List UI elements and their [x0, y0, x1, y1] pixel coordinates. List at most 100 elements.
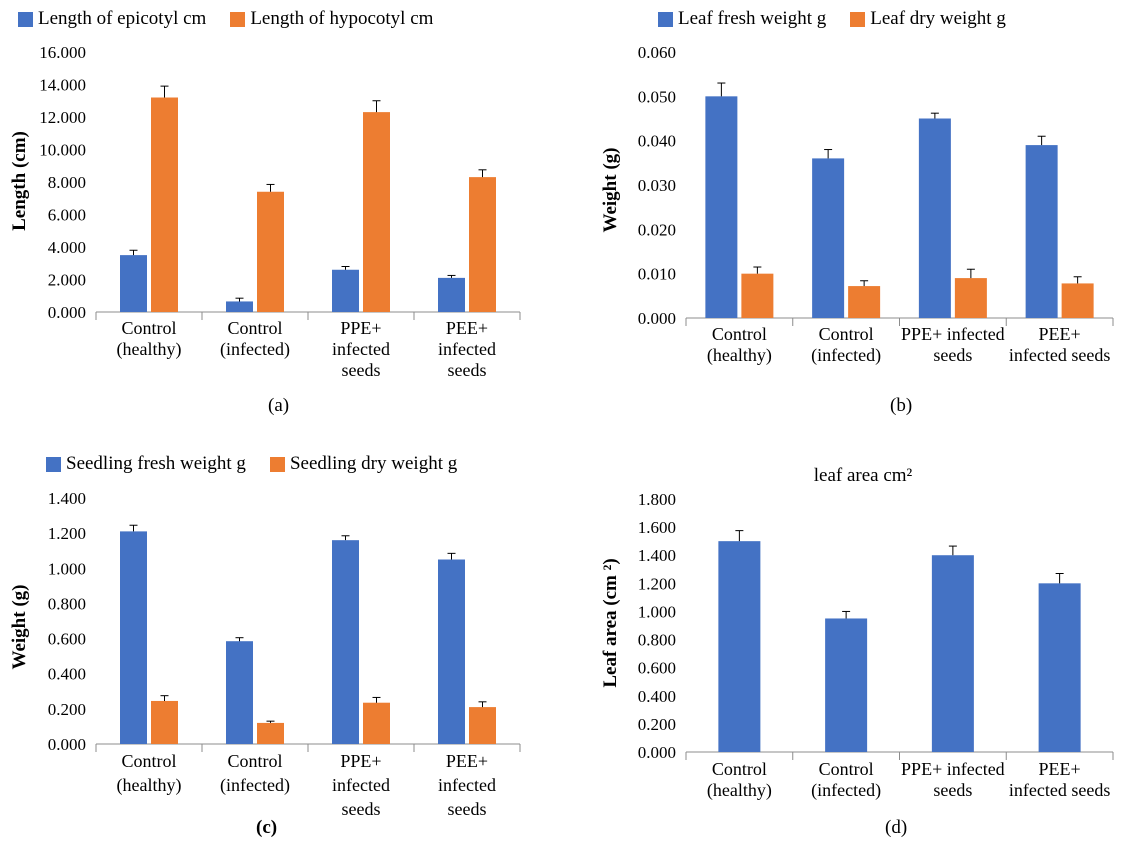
- chart-legend: Length of epicotyl cm Length of hypocoty…: [18, 8, 457, 30]
- legend-swatch: [18, 11, 33, 27]
- panel-label: (a): [268, 395, 290, 416]
- bar: [918, 118, 951, 318]
- bar: [1061, 283, 1094, 318]
- panel-label: (c): [256, 817, 278, 838]
- y-tick-label: 0.000: [638, 309, 676, 328]
- bar: [226, 641, 253, 744]
- bar: [825, 618, 868, 752]
- legend-swatch: [658, 11, 673, 27]
- y-tick-label: 1.200: [638, 574, 676, 593]
- chart-title: leaf area cm²: [813, 465, 913, 486]
- x-category-label: PEE+: [446, 318, 488, 338]
- y-tick-label: 8.000: [48, 173, 86, 192]
- y-tick-label: 0.030: [638, 176, 676, 195]
- legend-label: Seedling fresh weight g: [66, 453, 246, 474]
- bar-chart-svg: 0.000 2.000 4.000 6.000 8.000 10.000 12.000 14.…: [39, 43, 521, 380]
- legend-label: Length of hypocotyl cm: [250, 8, 434, 29]
- bar: [363, 112, 390, 312]
- bar: [741, 273, 774, 318]
- x-category-label: PPE+: [340, 751, 381, 771]
- legend-item: Length of epicotyl cm: [18, 8, 206, 30]
- error-bar: [948, 545, 957, 556]
- y-tick-label: 1.600: [638, 518, 676, 537]
- y-tick-label: 2.000: [48, 271, 86, 290]
- bar: [257, 722, 284, 744]
- error-bar: [129, 249, 138, 256]
- y-tick-label: 0.600: [48, 630, 86, 649]
- y-tick-label: 0.800: [48, 594, 86, 613]
- x-category-label: Control: [819, 759, 874, 779]
- x-category-label: Control: [121, 318, 176, 338]
- bar: [120, 255, 147, 312]
- y-tick-label: 12.000: [39, 108, 86, 127]
- bar: [705, 96, 738, 318]
- legend-swatch: [46, 456, 61, 472]
- legend-swatch: [230, 11, 246, 27]
- y-tick-label: 0.040: [638, 132, 676, 151]
- x-category-label: seeds: [342, 360, 381, 380]
- bar: [226, 301, 253, 312]
- x-category-label: infected seeds: [1009, 780, 1110, 800]
- error-bar: [753, 266, 762, 274]
- error-bar: [478, 169, 487, 178]
- error-bar: [842, 610, 851, 619]
- x-category-label: (healthy): [707, 345, 772, 366]
- x-category-label: PPE+ infected: [901, 324, 1005, 344]
- error-bar: [372, 100, 381, 113]
- error-bar: [966, 268, 975, 279]
- panel-label: (b): [890, 395, 913, 416]
- x-category-label: (healthy): [117, 775, 182, 796]
- x-category-label: PPE+ infected: [901, 759, 1005, 779]
- error-bar: [266, 183, 275, 192]
- legend-label: Seedling dry weight g: [289, 453, 458, 474]
- error-bar: [160, 85, 169, 98]
- x-category-label: infected: [332, 339, 390, 359]
- x-category-label: seeds: [448, 360, 487, 380]
- y-tick-label: 0.000: [48, 735, 86, 754]
- y-tick-label: 16.000: [39, 43, 86, 62]
- error-bar: [860, 280, 869, 287]
- y-tick-label: 1.200: [48, 524, 86, 543]
- error-bar: [235, 637, 244, 642]
- y-tick-label: 10.000: [39, 141, 86, 160]
- legend-item: Length of hypocotyl cm: [230, 8, 433, 30]
- y-tick-label: 1.000: [48, 559, 86, 578]
- x-category-label: Control: [712, 324, 767, 344]
- x-category-label: (healthy): [117, 339, 182, 360]
- error-bar: [372, 696, 381, 703]
- chart-panel-a: Length of epicotyl cm Length of hypocoty…: [0, 0, 560, 420]
- x-category-label: infected seeds: [1009, 345, 1110, 365]
- y-tick-label: 0.800: [638, 631, 676, 650]
- error-bar: [824, 149, 833, 159]
- error-bar: [717, 82, 726, 97]
- error-bar: [341, 535, 350, 541]
- y-tick-label: 0.200: [48, 700, 86, 719]
- x-category-label: (infected): [220, 775, 290, 796]
- bar-chart-svg: 0.000 0.200 0.400 0.600 0.800 1.000 1.200 1.400…: [638, 490, 1114, 801]
- x-category-label: PPE+: [340, 318, 381, 338]
- x-category-label: Control: [121, 751, 176, 771]
- y-tick-label: 1.400: [48, 489, 86, 508]
- y-tick-label: 0.000: [48, 303, 86, 322]
- legend-swatch: [850, 11, 866, 27]
- y-tick-label: 4.000: [48, 238, 86, 257]
- y-tick-label: 1.400: [638, 546, 676, 565]
- chart-legend: Seedling fresh weight g Seedling dry wei…: [46, 453, 481, 475]
- bar-chart-svg: 0.000 0.200 0.400 0.600 0.800 1.000 1.200 1.400…: [48, 489, 521, 819]
- y-tick-label: 0.200: [638, 715, 676, 734]
- bar: [931, 555, 974, 752]
- x-category-label: PEE+: [1039, 759, 1081, 779]
- y-axis-label: Leaf area (cm ²): [600, 558, 621, 688]
- y-tick-label: 1.800: [638, 490, 676, 509]
- legend-item: Seedling dry weight g: [269, 453, 458, 475]
- y-tick-label: 0.400: [638, 687, 676, 706]
- error-bar: [1055, 572, 1064, 584]
- bar: [1025, 145, 1058, 318]
- error-bar: [1037, 135, 1046, 146]
- bar: [151, 97, 178, 312]
- x-category-label: PEE+: [1039, 324, 1081, 344]
- y-tick-label: 0.600: [638, 659, 676, 678]
- legend-label: Leaf dry weight g: [870, 8, 1006, 29]
- error-bar: [447, 274, 456, 278]
- bar: [257, 191, 284, 312]
